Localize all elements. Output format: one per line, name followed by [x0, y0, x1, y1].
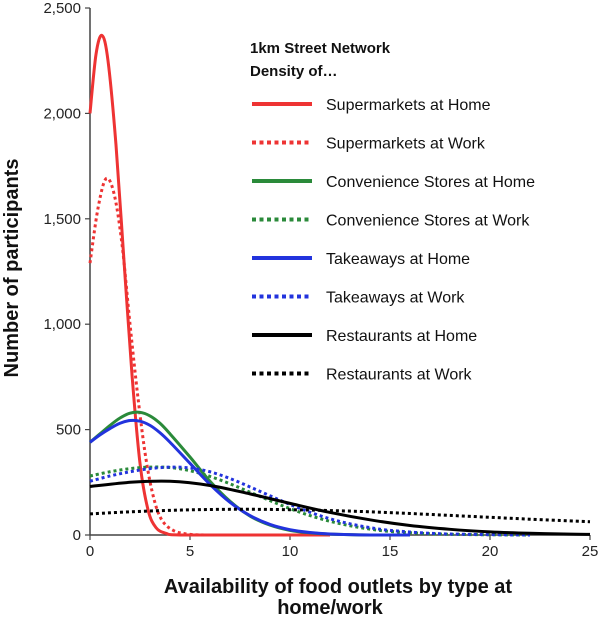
y-tick-label: 1,500	[43, 211, 81, 228]
legend-item-supermarkets-at-work: Supermarkets at Work	[252, 136, 486, 153]
legend-item-convenience-stores-at-home: Convenience Stores at Home	[252, 174, 535, 191]
y-axis-ticks: 0 500 1,000 1,500 2,000 2,500	[43, 0, 90, 544]
legend-label: Convenience Stores at Work	[326, 213, 530, 230]
plot-area: 0 500 1,000 1,500 2,000 2,500 0 5 10 15 20 25	[43, 0, 598, 560]
legend-item-restaurants-at-home: Restaurants at Home	[252, 328, 477, 345]
y-tick-label: 0	[73, 527, 81, 544]
legend-label: Convenience Stores at Home	[326, 174, 535, 191]
legend-item-takeaways-at-work: Takeaways at Work	[252, 290, 465, 307]
legend-label: Supermarkets at Work	[326, 136, 486, 153]
legend-title-line1: 1km Street Network	[250, 40, 391, 57]
legend-label: Supermarkets at Home	[326, 97, 491, 114]
legend-label: Takeaways at Home	[326, 251, 470, 268]
series-line-takeaways-at-home	[89, 418, 410, 537]
x-tick-label: 10	[282, 543, 299, 560]
x-tick-label: 15	[382, 543, 399, 560]
legend-label: Restaurants at Work	[326, 367, 473, 384]
x-tick-label: 0	[86, 543, 94, 560]
x-tick-label: 25	[582, 543, 599, 560]
x-axis-title-line2: home/work	[277, 597, 383, 619]
y-tick-label: 2,000	[43, 105, 81, 122]
legend-items: Supermarkets at Home Supermarkets at Work…	[252, 97, 535, 384]
series-line-supermarkets-at-home	[88, 33, 330, 537]
x-tick-label: 5	[186, 543, 194, 560]
legend-item-restaurants-at-work: Restaurants at Work	[252, 367, 473, 384]
legend-item-takeaways-at-home: Takeaways at Home	[252, 251, 470, 268]
x-axis-ticks: 0 5 10 15 20 25	[86, 535, 599, 560]
y-tick-label: 1,000	[43, 316, 81, 333]
legend-title-line2: Density of…	[250, 63, 338, 80]
legend-item-supermarkets-at-home: Supermarkets at Home	[252, 97, 491, 114]
y-axis-title: Number of participants	[1, 159, 23, 378]
series-lines	[88, 33, 591, 537]
y-tick-label: 500	[56, 422, 81, 439]
series-line-restaurants-at-home	[89, 479, 591, 536]
series-line-restaurants-at-work	[89, 507, 591, 524]
legend: 1km Street Network Density of… Supermark…	[250, 40, 535, 384]
legend-label: Takeaways at Work	[326, 290, 465, 307]
legend-label: Restaurants at Home	[326, 328, 477, 345]
y-tick-label: 2,500	[43, 0, 81, 17]
legend-item-convenience-stores-at-work: Convenience Stores at Work	[252, 213, 530, 230]
x-tick-label: 20	[482, 543, 499, 560]
x-axis-title-line1: Availability of food outlets by type at	[164, 576, 513, 598]
series-line-takeaways-at-work	[89, 465, 531, 537]
